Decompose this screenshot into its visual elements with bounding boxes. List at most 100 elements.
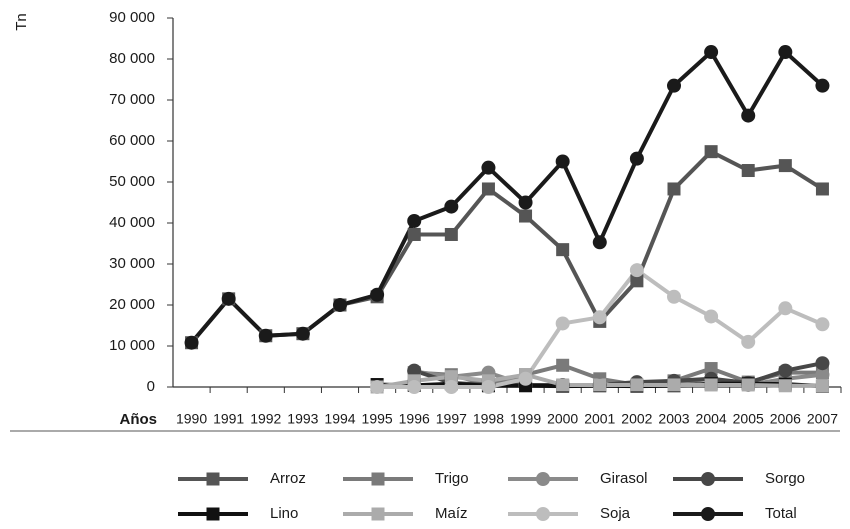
y-tick-label: 0 [147, 378, 155, 395]
marker [815, 317, 830, 332]
series-line [190, 149, 824, 345]
marker [630, 378, 644, 392]
marker [221, 291, 236, 306]
y-tick-label: 90 000 [109, 9, 155, 26]
legend-marker [371, 472, 385, 486]
legend-label: Lino [270, 505, 298, 522]
marker [518, 371, 533, 386]
legend-label: Girasol [600, 470, 648, 487]
marker [518, 195, 533, 210]
marker [444, 370, 458, 384]
marker [481, 182, 495, 196]
marker [258, 328, 273, 343]
marker [555, 316, 570, 331]
marker [741, 164, 755, 178]
y-tick-label: 50 000 [109, 173, 155, 190]
marker [630, 274, 644, 288]
marker [444, 227, 458, 241]
legend-label: Maíz [435, 505, 468, 522]
marker [519, 209, 533, 223]
marker [370, 380, 385, 394]
marker [555, 154, 570, 169]
x-tick-label: 1997 [436, 411, 467, 427]
y-axis-label: Tn [13, 13, 30, 31]
legend-marker [536, 507, 550, 521]
x-tick-label: 1996 [399, 411, 430, 427]
marker [556, 243, 570, 257]
marker [407, 213, 422, 228]
marker [741, 108, 756, 123]
marker [184, 335, 199, 350]
x-tick-label: 2002 [621, 411, 652, 427]
marker [593, 378, 607, 392]
marker [407, 363, 422, 378]
marker [815, 379, 829, 393]
y-tick-label: 30 000 [109, 255, 155, 272]
marker [704, 378, 718, 392]
marker [815, 367, 830, 382]
legend-marker [206, 472, 220, 486]
y-tick-label: 80 000 [109, 50, 155, 67]
x-tick-label: 1993 [287, 411, 318, 427]
marker [778, 379, 792, 393]
legend-marker [701, 507, 715, 521]
marker [815, 356, 830, 371]
marker [407, 380, 422, 394]
marker [592, 310, 607, 325]
x-tick-label: 2005 [733, 411, 764, 427]
legend-label: Trigo [435, 470, 469, 487]
marker [667, 378, 681, 392]
marker [778, 301, 793, 316]
marker [778, 363, 793, 378]
y-tick-label: 70 000 [109, 91, 155, 108]
marker [667, 289, 681, 304]
marker [481, 160, 496, 175]
x-tick-label: 1992 [250, 411, 281, 427]
y-tick-label: 10 000 [109, 337, 155, 354]
x-tick-label: 2001 [584, 411, 615, 427]
marker [444, 199, 459, 214]
x-tick-label: 1990 [176, 411, 207, 427]
series-line [377, 268, 824, 389]
legend-marker [536, 472, 550, 486]
y-tick-label: 40 000 [109, 214, 155, 231]
marker [815, 182, 829, 196]
x-tick-label: 1995 [362, 411, 393, 427]
series-line [190, 50, 824, 345]
marker [704, 309, 719, 324]
marker [704, 145, 718, 159]
x-tick-label: 2004 [696, 411, 727, 427]
legend-marker [206, 507, 220, 521]
marker [592, 235, 607, 250]
marker [704, 45, 719, 60]
marker [295, 326, 310, 341]
legend-label: Arroz [270, 470, 306, 487]
marker [370, 287, 385, 302]
x-tick-label: 1994 [324, 411, 355, 427]
marker [704, 362, 718, 376]
marker [629, 263, 644, 278]
marker [556, 358, 570, 372]
y-tick-label: 60 000 [109, 132, 155, 149]
marker [629, 151, 644, 166]
x-tick-label: 1991 [213, 411, 244, 427]
x-tick-label: 2000 [547, 411, 578, 427]
x-tick-label: 1998 [473, 411, 504, 427]
legend-label: Soja [600, 505, 631, 522]
marker [741, 378, 755, 392]
legend-label: Total [765, 505, 797, 522]
marker [778, 159, 792, 173]
marker [481, 380, 496, 394]
marker [333, 298, 347, 312]
x-tick-label: 2003 [658, 411, 689, 427]
x-axis-label: Años [120, 411, 158, 428]
marker [815, 78, 830, 93]
legend-marker [701, 472, 715, 486]
marker [556, 378, 570, 392]
marker [741, 334, 756, 349]
marker [444, 380, 459, 394]
x-tick-label: 1999 [510, 411, 541, 427]
marker [778, 45, 793, 60]
y-tick-label: 20 000 [109, 296, 155, 313]
